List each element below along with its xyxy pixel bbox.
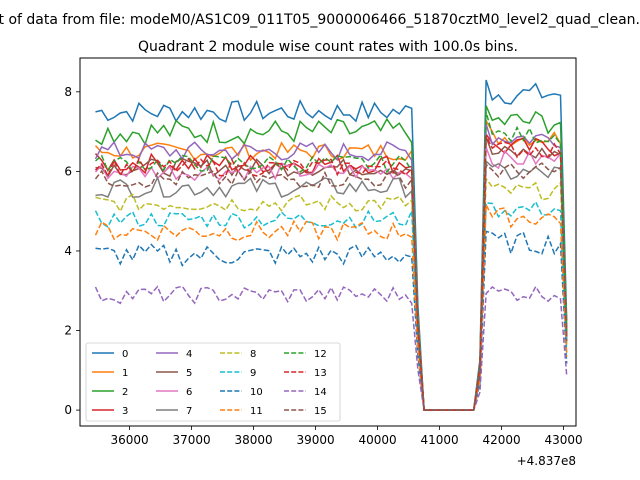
y-axis: 0 2 4 6 8 (64, 85, 80, 417)
legend-label-4: 4 (186, 349, 192, 360)
series-line-9 (94, 200, 568, 411)
series-line-14 (94, 285, 568, 411)
chart-title: Quadrant 2 module wise count rates with … (138, 39, 518, 55)
series-layer (94, 79, 568, 411)
legend-label-13: 13 (314, 368, 327, 379)
series-line-1 (94, 117, 568, 411)
legend-label-7: 7 (186, 406, 192, 417)
x-tick-label: 39000 (297, 433, 335, 447)
x-tick-label: 43000 (545, 433, 583, 447)
legend-label-11: 11 (250, 406, 263, 417)
x-axis-offset-label: +4.837e8 (517, 454, 576, 468)
x-tick-label: 41000 (421, 433, 459, 447)
legend-box (85, 342, 341, 422)
legend-label-8: 8 (250, 349, 256, 360)
series-line-0 (95, 79, 568, 411)
legend-label-5: 5 (186, 368, 192, 379)
x-tick-label: 42000 (483, 433, 521, 447)
legend-label-12: 12 (314, 349, 327, 360)
x-tick-label: 36000 (111, 433, 149, 447)
axes-frame (79, 57, 577, 427)
series-line-2 (95, 105, 568, 411)
legend-label-1: 1 (122, 368, 128, 379)
legend-label-9: 9 (250, 368, 256, 379)
series-line-11 (94, 202, 568, 411)
series-line-5 (95, 136, 568, 411)
x-tick-label: 37000 (173, 433, 211, 447)
legend-label-0: 0 (122, 349, 128, 360)
series-line-6 (94, 147, 568, 411)
legend-label-3: 3 (122, 406, 128, 417)
y-tick-label: 0 (64, 403, 72, 417)
series-line-7 (95, 159, 568, 411)
y-tick-label: 6 (64, 164, 72, 178)
x-tick-label: 40000 (359, 433, 397, 447)
y-tick-label: 4 (64, 244, 72, 258)
legend-label-15: 15 (314, 406, 327, 417)
legend-label-6: 6 (186, 387, 192, 398)
series-line-15 (94, 162, 568, 411)
series-line-13 (94, 135, 568, 411)
series-line-10 (95, 230, 568, 411)
x-tick-label: 38000 (235, 433, 273, 447)
y-tick-label: 2 (64, 324, 72, 338)
x-axis: 36000 37000 38000 39000 40000 41000 42000 43000 (111, 426, 583, 447)
legend-label-14: 14 (314, 387, 327, 398)
y-tick-label: 8 (64, 85, 72, 99)
series-line-8 (95, 176, 568, 411)
figure-suptitle: Plot of data from file: modeM0/AS1C09_01… (0, 12, 640, 28)
series-line-12 (95, 111, 568, 411)
legend-label-10: 10 (250, 387, 263, 398)
series-line-4 (94, 123, 568, 411)
legend-label-2: 2 (122, 387, 128, 398)
